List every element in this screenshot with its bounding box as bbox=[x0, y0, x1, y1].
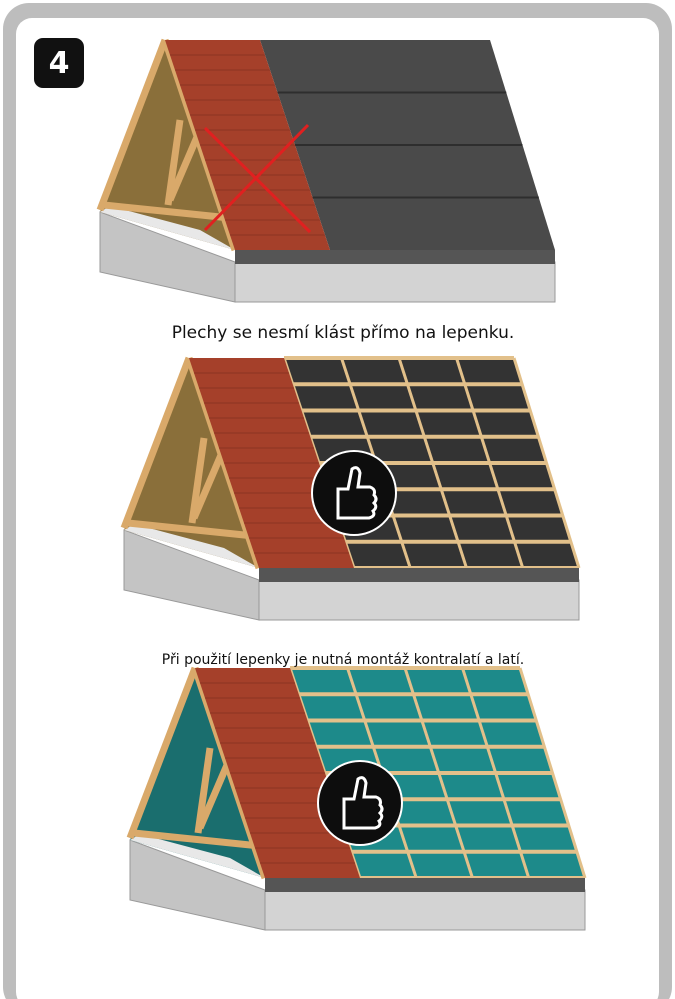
thumb-icon bbox=[336, 466, 378, 520]
gable-inside bbox=[130, 670, 265, 878]
rafter bbox=[190, 446, 228, 520]
cross bbox=[203, 126, 312, 234]
thumbs-up bbox=[317, 760, 403, 846]
wall-front bbox=[234, 261, 556, 303]
thumbs-up bbox=[311, 450, 397, 536]
rafter bbox=[196, 756, 234, 830]
rafter bbox=[126, 666, 199, 840]
wall-gable bbox=[129, 839, 266, 931]
wall-front bbox=[258, 579, 580, 621]
caption: Při použití lepenky je nutná montáž kont… bbox=[162, 652, 524, 668]
floor bbox=[130, 834, 265, 878]
floor bbox=[124, 524, 259, 568]
step-number: 4 bbox=[49, 46, 70, 81]
rafter bbox=[194, 747, 214, 834]
fascia bbox=[235, 250, 555, 264]
wall-gable bbox=[99, 211, 236, 303]
rafter bbox=[127, 519, 255, 540]
floor bbox=[100, 206, 235, 250]
rafter bbox=[133, 829, 261, 850]
fascia bbox=[259, 568, 579, 582]
wall-front bbox=[264, 889, 586, 931]
gable-inside bbox=[124, 360, 259, 568]
caption: Plechy se nesmí klást přímo na lepenku. bbox=[172, 323, 515, 343]
rafter bbox=[96, 38, 169, 212]
cross bbox=[203, 123, 310, 232]
step-badge bbox=[34, 38, 84, 88]
rafter bbox=[164, 119, 184, 206]
rafter bbox=[188, 437, 208, 524]
rafter bbox=[120, 356, 193, 530]
roofs bbox=[96, 38, 587, 931]
rafter bbox=[103, 201, 231, 222]
fascia bbox=[265, 878, 585, 892]
thumb-icon bbox=[342, 776, 384, 830]
rafter bbox=[166, 128, 204, 202]
gable-inside bbox=[100, 42, 235, 250]
wall-gable bbox=[123, 529, 260, 621]
